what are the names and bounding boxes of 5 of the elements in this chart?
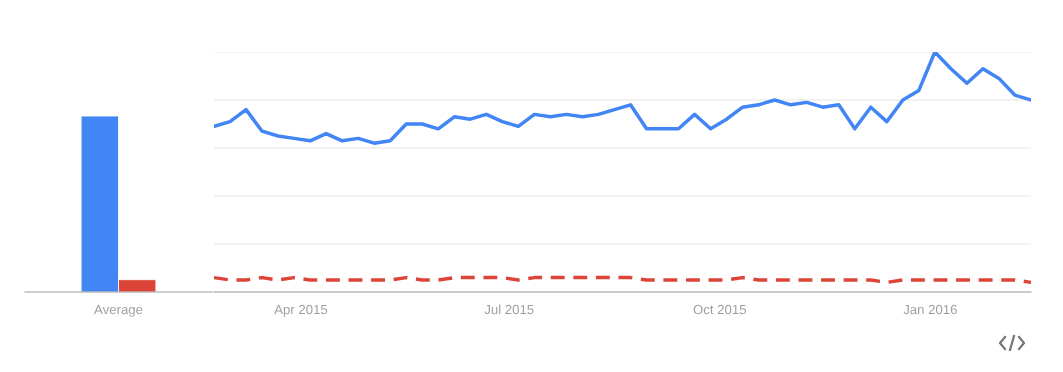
- x-tick-label: Average: [94, 304, 143, 317]
- x-tick-label: Jul 2015: [484, 304, 534, 315]
- x-tick-label: Apr 2015: [274, 304, 328, 317]
- x-tick-label: Oct 2015: [693, 304, 746, 315]
- x-tick-label: Jan 2016: [903, 304, 957, 315]
